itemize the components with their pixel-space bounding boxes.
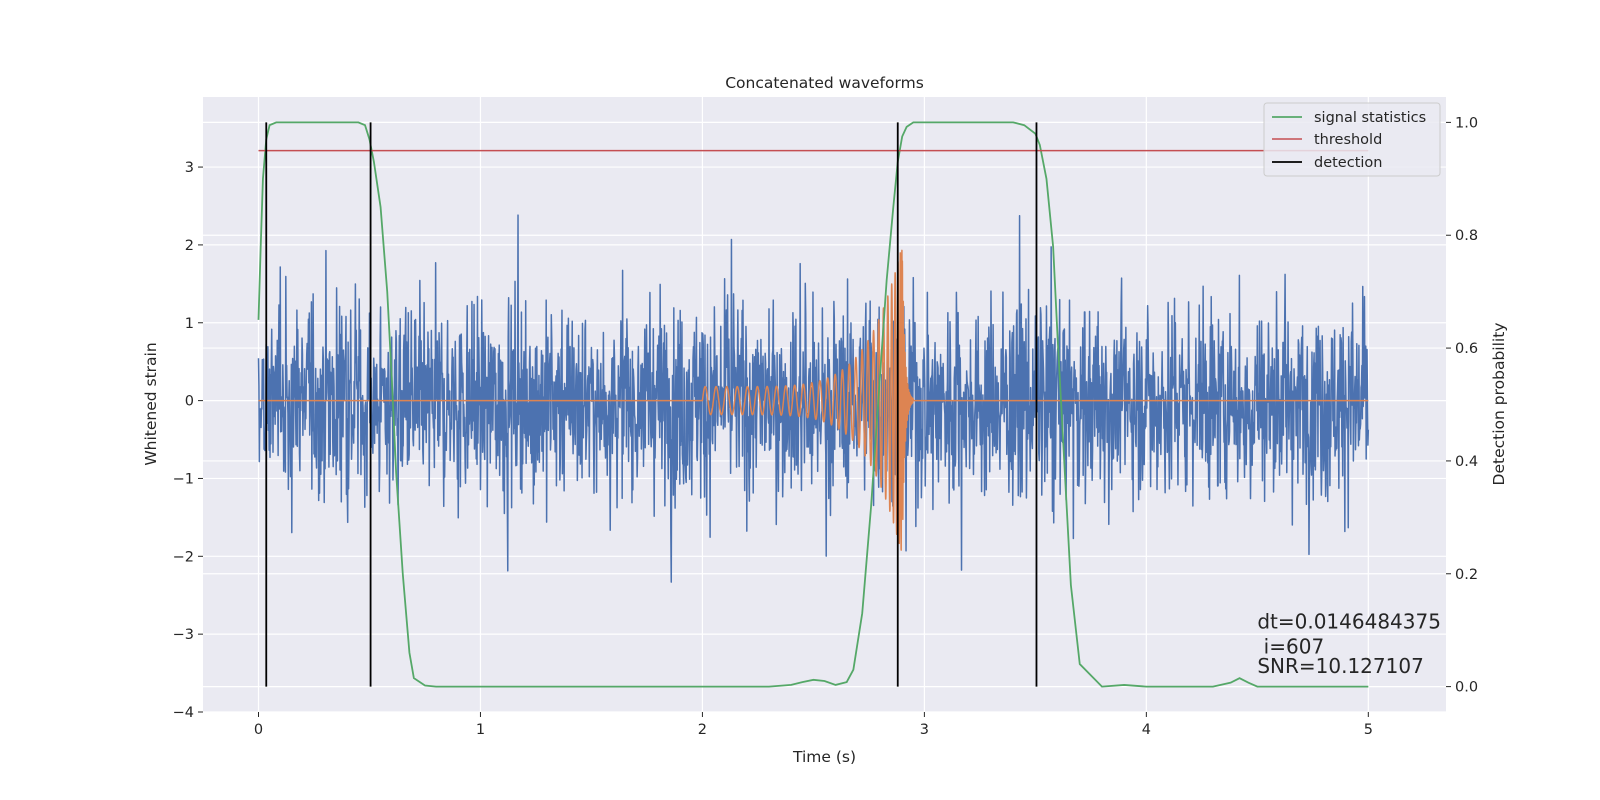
y-tick-label-0: −4 — [173, 705, 194, 721]
y2-tick-labels: 0.0 0.2 0.4 0.6 0.8 1.0 — [1446, 115, 1478, 696]
noise-strain-line — [257, 214, 1370, 583]
legend-label-signal-statistics: signal statistics — [1314, 110, 1426, 126]
x-tick-label-0: 0 — [254, 722, 263, 738]
y2-axis-label: Detection probability — [1490, 323, 1508, 486]
y2-tick-label-2: 0.4 — [1455, 454, 1478, 470]
chart-title: Concatenated waveforms — [725, 74, 924, 92]
x-tick-label-4: 4 — [1142, 722, 1151, 738]
legend-label-detection: detection — [1314, 155, 1382, 171]
y2-tick-label-1: 0.2 — [1455, 567, 1478, 583]
y-tick-label-1: −3 — [173, 627, 194, 643]
x-tick-label-2: 2 — [698, 722, 707, 738]
legend: signal statistics threshold detection — [1263, 102, 1441, 177]
y-tick-label-6: 2 — [185, 238, 194, 254]
y2-tick-label-5: 1.0 — [1455, 115, 1478, 131]
right-axis-grid — [203, 121, 1446, 688]
x-tick-label-1: 1 — [476, 722, 485, 738]
annotation-2: SNR=10.127107 — [1257, 654, 1423, 678]
signal-statistics-line — [257, 121, 1369, 688]
x-tick-label-3: 3 — [920, 722, 929, 738]
plot-area — [257, 121, 1370, 688]
y-tick-label-2: −2 — [173, 549, 194, 565]
y-tick-label-5: 1 — [185, 316, 194, 332]
legend-label-threshold: threshold — [1314, 132, 1382, 148]
annotation-0: dt=0.0146484375 — [1257, 610, 1441, 634]
y2-tick-label-0: 0.0 — [1455, 680, 1478, 696]
y-tick-label-3: −1 — [173, 471, 194, 487]
x-tick-labels: 0 1 2 3 4 5 — [254, 712, 1373, 738]
y2-tick-label-3: 0.6 — [1455, 341, 1478, 357]
y-tick-label-7: 3 — [185, 160, 194, 176]
legend-box — [1263, 102, 1441, 177]
y-axis-label: Whitened strain — [142, 342, 160, 465]
chirp-waveform-line — [258, 249, 1369, 551]
y2-tick-label-4: 0.8 — [1455, 228, 1478, 244]
y-tick-labels: −4 −3 −2 −1 0 1 2 3 — [173, 160, 203, 721]
y-tick-label-4: 0 — [185, 394, 194, 410]
x-tick-label-5: 5 — [1364, 722, 1373, 738]
annotation-1: i=607 — [1257, 635, 1324, 659]
detection-lines — [265, 122, 1038, 687]
x-axis-label: Time (s) — [792, 748, 856, 766]
